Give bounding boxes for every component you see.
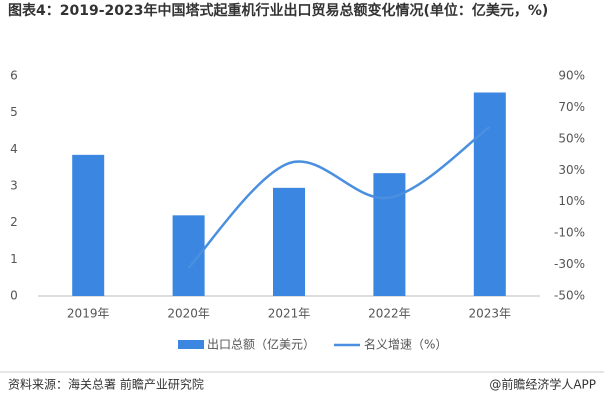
bar — [72, 154, 105, 296]
y-tick-label: 2 — [10, 215, 18, 229]
y2-tick-label: -30% — [554, 257, 585, 271]
y2-tick-label: 50% — [558, 131, 585, 145]
bar — [373, 173, 406, 296]
y2-tick-label: -10% — [554, 226, 585, 240]
bar — [473, 92, 506, 296]
y-tick-label: 3 — [10, 179, 18, 193]
chart-title: 图表4：2019-2023年中国塔式起重机行业出口贸易总额变化情况(单位：亿美元… — [8, 3, 549, 19]
y2-tick-label: -50% — [554, 289, 585, 303]
title-box: 图表4：2019-2023年中国塔式起重机行业出口贸易总额变化情况(单位：亿美元… — [8, 3, 549, 19]
y-tick-label: 6 — [10, 69, 18, 83]
legend-label: 出口总额（亿美元） — [207, 337, 315, 352]
legend-label: 名义增速（%） — [364, 337, 447, 352]
legend-swatch — [178, 340, 204, 349]
x-tick-label: 2020年 — [167, 307, 210, 321]
credit: @前瞻经济学人APP — [489, 377, 596, 392]
source: 资料来源：海关总署 前瞻产业研究院 — [8, 377, 204, 392]
x-tick-label: 2021年 — [268, 307, 311, 321]
bar — [273, 187, 305, 296]
y-tick-label: 0 — [10, 289, 18, 303]
x-tick-label: 2019年 — [67, 307, 110, 321]
y-tick-label: 4 — [10, 142, 18, 156]
x-tick-label: 2022年 — [368, 307, 411, 321]
line — [187, 125, 491, 269]
y2-tick-label: 90% — [558, 69, 585, 83]
y2-tick-label: 10% — [558, 194, 585, 208]
y-tick-label: 1 — [10, 252, 18, 266]
x-tick-label: 2023年 — [469, 307, 512, 321]
y2-tick-label: 30% — [558, 163, 585, 177]
y2-tick-label: 70% — [558, 100, 585, 114]
y-tick-label: 5 — [10, 105, 18, 119]
